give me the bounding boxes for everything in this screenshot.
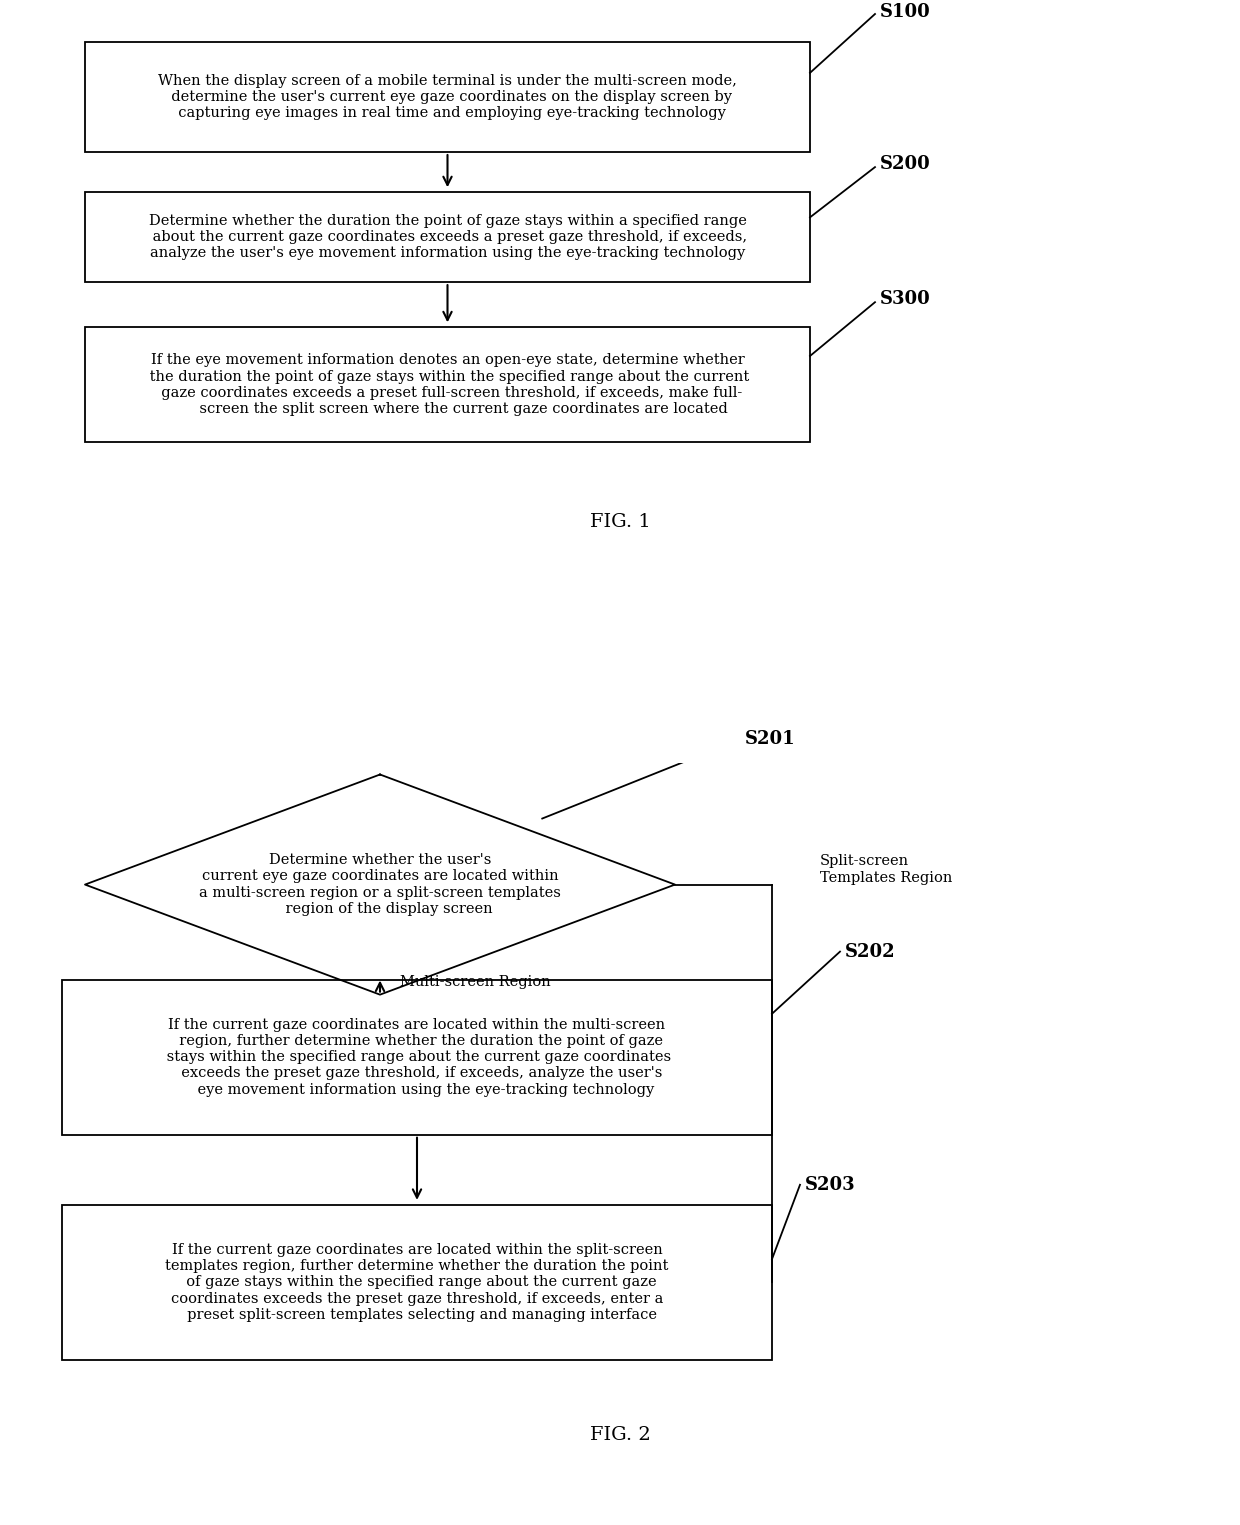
Text: S203: S203 — [805, 1176, 856, 1194]
Text: If the current gaze coordinates are located within the multi-screen
  region, fu: If the current gaze coordinates are loca… — [162, 1017, 672, 1096]
Text: S201: S201 — [745, 730, 796, 749]
Text: S300: S300 — [880, 290, 931, 308]
Text: Multi-screen Region: Multi-screen Region — [401, 974, 551, 990]
Bar — [86, 192, 810, 282]
Text: FIG. 1: FIG. 1 — [590, 514, 650, 531]
Text: S100: S100 — [880, 3, 931, 21]
Bar — [86, 43, 810, 152]
Text: S202: S202 — [844, 942, 895, 961]
Text: Split-screen
Templates Region: Split-screen Templates Region — [820, 854, 952, 884]
Text: If the eye movement information denotes an open-eye state, determine whether
 th: If the eye movement information denotes … — [145, 354, 750, 416]
Text: Determine whether the duration the point of gaze stays within a specified range
: Determine whether the duration the point… — [148, 214, 746, 261]
Bar — [86, 328, 810, 442]
Text: S200: S200 — [880, 156, 931, 174]
Bar — [62, 1205, 773, 1360]
Text: Determine whether the user's
current eye gaze coordinates are located within
a m: Determine whether the user's current eye… — [200, 854, 560, 917]
Bar — [62, 979, 773, 1135]
Text: When the display screen of a mobile terminal is under the multi-screen mode,
  d: When the display screen of a mobile term… — [157, 73, 737, 120]
Text: If the current gaze coordinates are located within the split-screen
templates re: If the current gaze coordinates are loca… — [165, 1243, 668, 1322]
Text: FIG. 2: FIG. 2 — [590, 1426, 650, 1444]
